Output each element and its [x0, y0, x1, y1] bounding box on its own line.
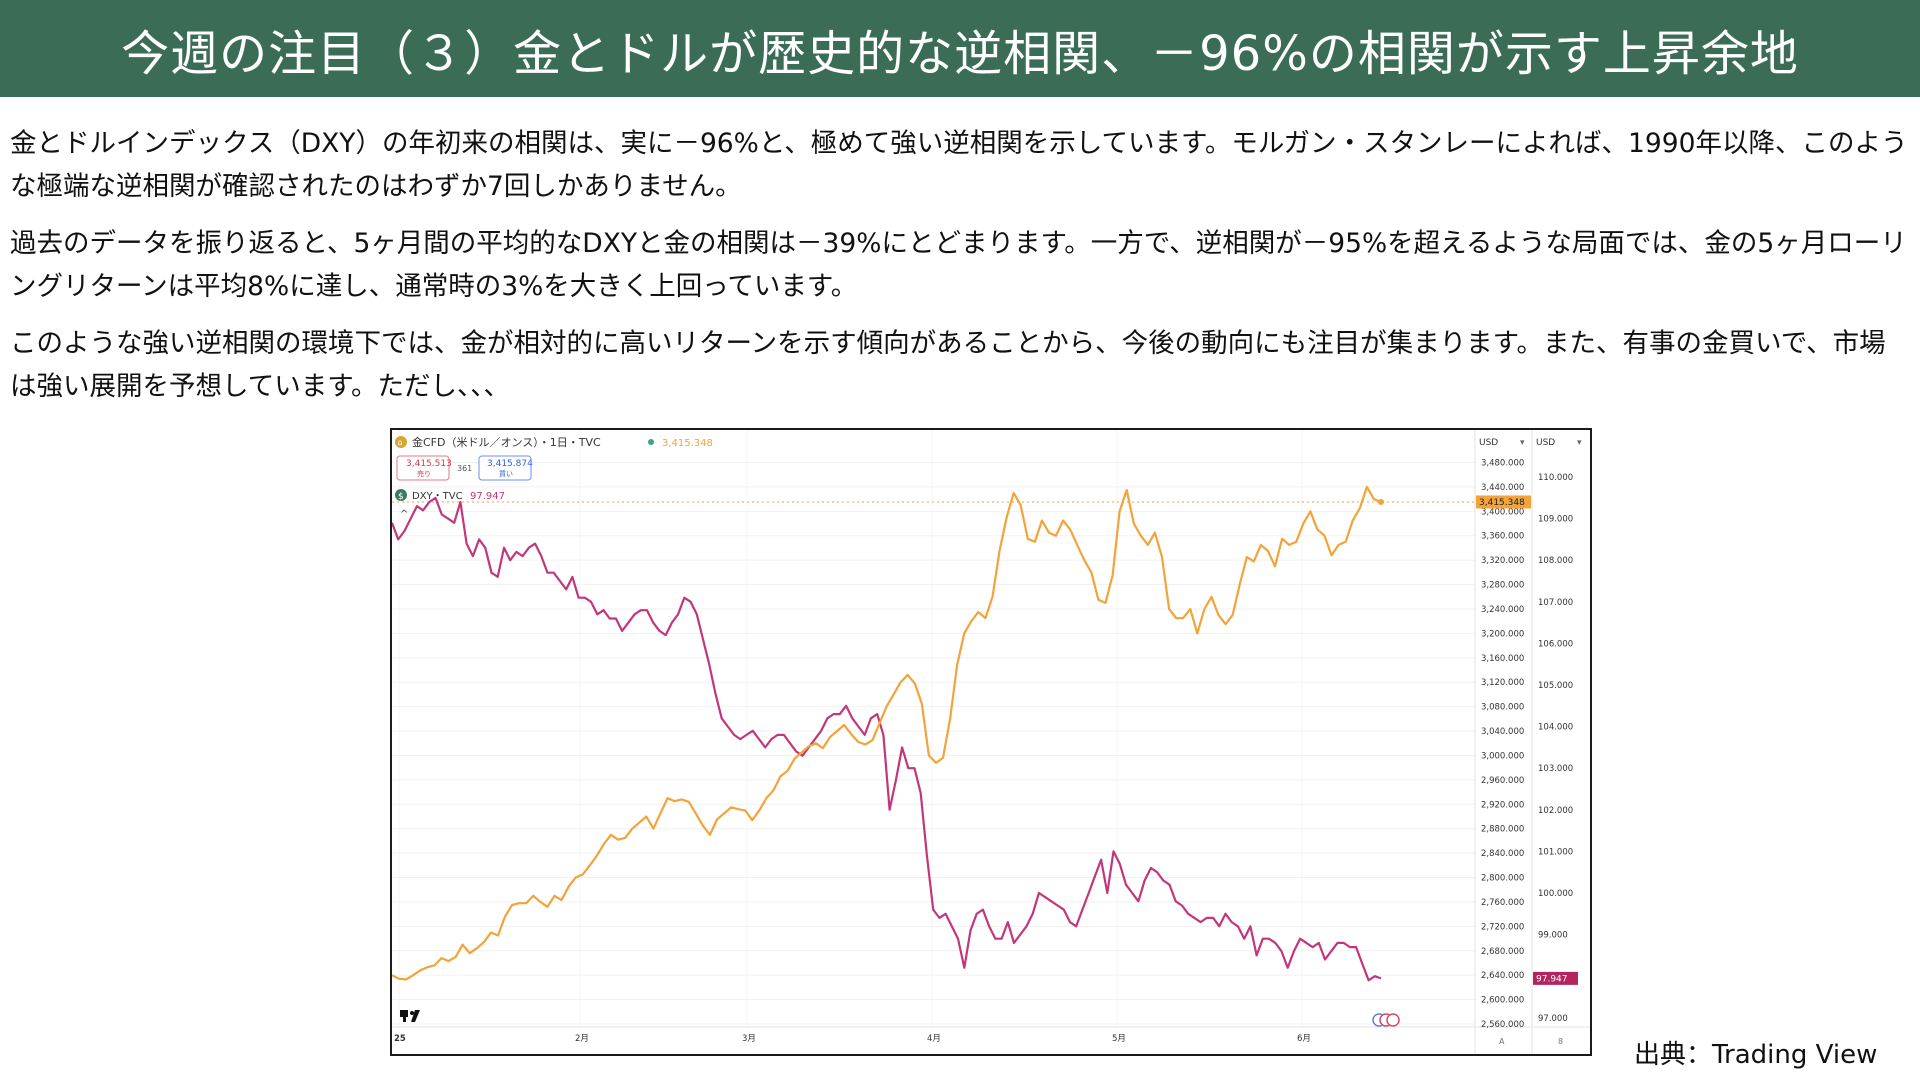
time-tick-label: 25	[394, 1034, 406, 1044]
time-tick-label: 2月	[575, 1034, 589, 1044]
gold-tick-label: 3,000.000	[1481, 751, 1524, 761]
gold-tick-label: 3,320.000	[1481, 556, 1524, 566]
gold-tick-label: 2,920.000	[1481, 800, 1524, 810]
market-status-dot	[648, 439, 654, 445]
paragraph-2: 過去のデータを振り返ると、5ヶ月間の平均的なDXYと金の相関は－39%にとどまり…	[10, 228, 1907, 302]
series-line-dxy	[392, 496, 1382, 982]
dxy-tick-label: 110.000	[1538, 473, 1573, 483]
gold-tick-label: 3,440.000	[1481, 483, 1524, 493]
buy-button[interactable]	[478, 455, 532, 481]
collapse-legend-icon[interactable]: ^	[400, 509, 408, 520]
dxy-tick-label: 97.000	[1538, 1014, 1568, 1024]
gold-tick-label: 3,080.000	[1481, 703, 1524, 713]
dxy-tick-label: 101.000	[1538, 847, 1573, 857]
dollar-glyph: $	[398, 492, 404, 502]
gold-legend-title[interactable]: 金CFD（米ドル／オンス）・1日・TVC	[412, 435, 601, 449]
buy-label: 買い	[499, 470, 513, 478]
dxy-axis-ticks: 110.000 109.000 108.000 107.000 106.000 105.0…	[1538, 473, 1573, 1024]
paragraph-3: このような強い逆相関の環境下では、金が相対的に高いリターンを示す傾向があることか…	[10, 328, 1886, 402]
sell-button[interactable]	[396, 455, 450, 481]
time-tick-label: 6月	[1297, 1034, 1311, 1044]
gold-tick-label: 3,400.000	[1481, 507, 1524, 517]
gold-tick-label: 2,720.000	[1481, 922, 1524, 932]
dxy-tick-label: 100.000	[1538, 889, 1573, 899]
time-tick-label: 3月	[742, 1034, 756, 1044]
dxy-tick-label: 107.000	[1538, 598, 1573, 608]
dxy-tick-label: 105.000	[1538, 681, 1573, 691]
spread-value: 361	[457, 464, 472, 473]
sell-label: 売り	[417, 469, 431, 478]
gold-tick-label: 2,600.000	[1481, 996, 1524, 1006]
paragraph-1: 金とドルインデックス（DXY）の年初来の相関は、実に－96%と、極めて強い逆相関…	[10, 128, 1908, 202]
gold-tick-label: 3,040.000	[1481, 727, 1524, 737]
tradingview-logo	[400, 1010, 420, 1022]
left-axis-unit-dropdown-icon[interactable]: ▾	[1520, 438, 1525, 448]
gold-symbol-icon	[395, 436, 407, 448]
source-caption: 出典：Trading View	[1634, 1040, 1878, 1070]
gold-tick-label: 3,240.000	[1481, 605, 1524, 615]
economic-events-icon[interactable]	[1372, 1013, 1400, 1027]
sell-price: 3,415.513	[406, 459, 452, 469]
gold-tick-label: 2,880.000	[1481, 825, 1524, 835]
gold-tick-label: 2,800.000	[1481, 874, 1524, 884]
gold-axis-ticks: 3,480.000 3,440.000 3,400.000 3,360.000 3,32…	[1481, 459, 1524, 1031]
dxy-tick-label: 99.000	[1538, 931, 1568, 941]
gold-tick-label: 2,760.000	[1481, 898, 1524, 908]
gold-tick-label: 3,120.000	[1481, 678, 1524, 688]
dxy-legend-value: 97.947	[470, 491, 505, 502]
gold-tick-label: 3,480.000	[1481, 459, 1524, 469]
buy-price: 3,415.874	[487, 459, 533, 469]
dxy-symbol-icon	[395, 489, 407, 501]
gold-last-point	[1378, 498, 1384, 505]
dxy-tick-label: 102.000	[1538, 806, 1573, 816]
gold-tick-label: 2,840.000	[1481, 849, 1524, 859]
gold-last-value-label: 3,415.348	[1479, 498, 1525, 508]
gold-tick-label: 3,360.000	[1481, 532, 1524, 542]
legend: ⌂ 金CFD（米ドル／オンス）・1日・TVC 3,415.348 3,415.5…	[395, 435, 713, 520]
dxy-legend-title[interactable]: DXY・TVC	[412, 491, 463, 502]
dxy-last-value-badge	[1533, 971, 1578, 985]
gold-dxy-chart: USD ▾ USD ▾ 3,480.0003,440.0003,400.0003…	[392, 430, 1590, 1054]
gold-symbol-glyph: ⌂	[398, 438, 403, 447]
gold-tick-label: 2,560.000	[1481, 1020, 1524, 1030]
gold-tick-label: 2,680.000	[1481, 947, 1524, 957]
left-axis-unit: USD	[1479, 438, 1498, 448]
series-line-gold	[392, 485, 1382, 981]
right-axis-unit: USD	[1536, 438, 1555, 448]
time-tick-label: 5月	[1112, 1034, 1126, 1044]
gold-tick-label: 3,200.000	[1481, 629, 1524, 639]
dxy-tick-label: 104.000	[1538, 723, 1573, 733]
gold-tick-label: 3,160.000	[1481, 654, 1524, 664]
time-tick-label: 4月	[927, 1034, 941, 1044]
page-title: 今週の注目（３）金とドルが歴史的な逆相関、－96%の相関が示す上昇余地	[121, 25, 1799, 82]
gold-tick-label: 2,960.000	[1481, 776, 1524, 786]
time-axis-ticks: 25 2月 3月 4月 5月 6月	[394, 1034, 1311, 1044]
auto-scale-button[interactable]: A	[1499, 1037, 1505, 1046]
chart-frame: USD ▾ USD ▾ 3,480.000 3,440.000 3,400.000 3…	[390, 428, 1592, 1056]
dxy-last-value-label: 97.947	[1536, 974, 1568, 984]
dxy-tick-label: 108.000	[1538, 556, 1573, 566]
right-axis-unit-dropdown-icon[interactable]: ▾	[1577, 438, 1582, 448]
gold-last-value-badge	[1476, 495, 1531, 509]
dxy-tick-label: 106.000	[1538, 639, 1573, 649]
gold-legend-value: 3,415.348	[662, 438, 713, 449]
gold-tick-label: 2,640.000	[1481, 971, 1524, 981]
title-banner: 今週の注目（３）金とドルが歴史的な逆相関、－96%の相関が示す上昇余地	[0, 0, 1920, 97]
dxy-tick-label: 109.000	[1538, 515, 1573, 525]
dxy-tick-label: 103.000	[1538, 764, 1573, 774]
gold-tick-label: 3,280.000	[1481, 581, 1524, 591]
grid	[392, 430, 1475, 1027]
log-scale-button[interactable]: 8	[1558, 1037, 1563, 1046]
